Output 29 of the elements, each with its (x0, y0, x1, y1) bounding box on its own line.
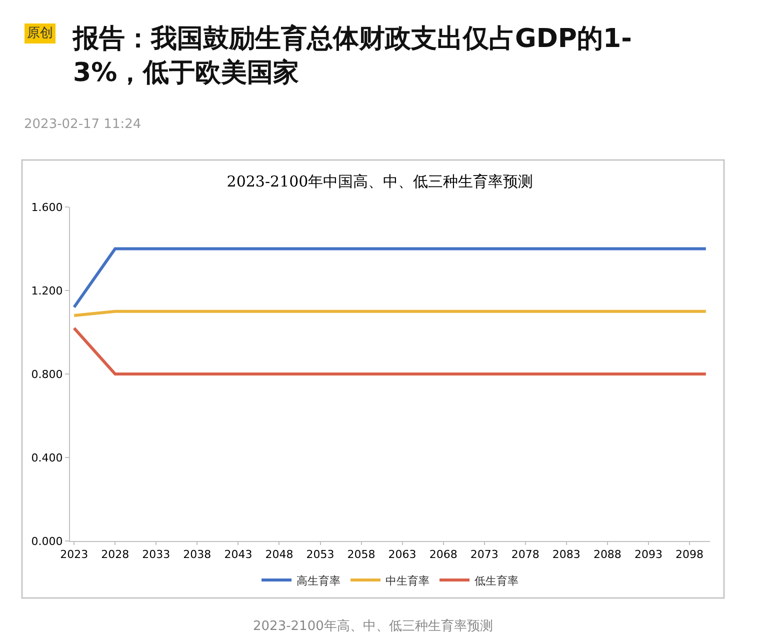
x-tick-label: 2033 (142, 548, 170, 562)
x-tick-label: 2093 (634, 548, 662, 562)
text: 报告：我国鼓励生育总体财政支出仅占GDP的1-3%，低于欧美国家 (72, 23, 632, 88)
x-tick-label: 2073 (470, 548, 498, 562)
x-tick-label: 2088 (593, 548, 622, 562)
x-tick-label: 2058 (347, 548, 376, 562)
legend-label: 低生育率 (474, 574, 518, 588)
y-tick-label: 1.600 (31, 200, 63, 214)
legend-label: 中生育率 (386, 574, 430, 588)
text: 2023-02-17 11:24 (24, 117, 142, 132)
y-tick-label: 1.200 (31, 284, 63, 298)
x-tick-label: 2048 (265, 548, 294, 562)
text: 原创 (27, 26, 53, 41)
x-tick-label: 2078 (511, 548, 540, 562)
x-tick-label: 2068 (429, 548, 458, 562)
x-tick-label: 2028 (101, 548, 130, 562)
x-tick-label: 2098 (675, 548, 704, 562)
x-tick-label: 2023 (60, 548, 88, 562)
legend-label: 高生育率 (296, 574, 340, 588)
x-tick-label: 2043 (224, 548, 252, 562)
x-tick-label: 2053 (306, 548, 334, 562)
y-tick-label: 0.400 (31, 451, 63, 464)
y-tick-label: 0.000 (31, 534, 63, 548)
text: 2023-2100年高、中、低三种生育率预测 (253, 618, 493, 634)
y-tick-label: 0.800 (31, 368, 63, 381)
x-tick-label: 2063 (388, 548, 416, 562)
x-tick-label: 2083 (552, 548, 580, 562)
x-tick-label: 2038 (183, 548, 212, 562)
chart-title: 2023-2100年中国高、中、低三种生育率预测 (226, 172, 534, 190)
